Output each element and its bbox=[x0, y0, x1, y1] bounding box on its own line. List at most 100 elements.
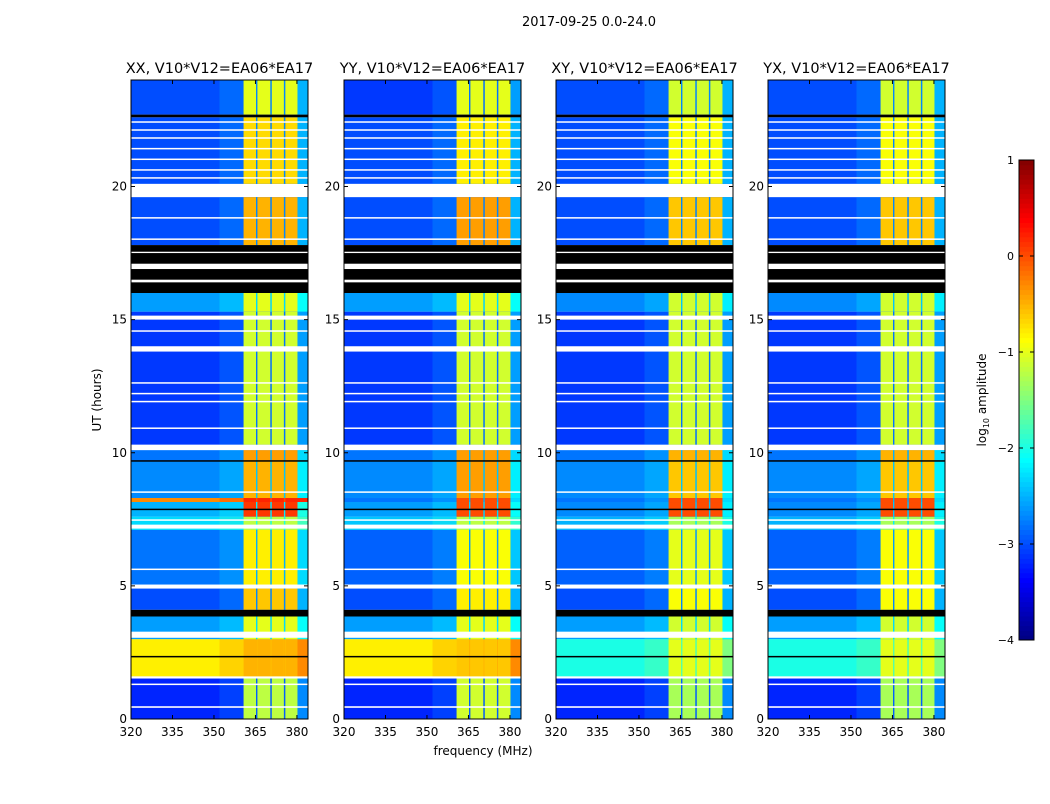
band-gap-cell bbox=[283, 529, 286, 586]
colorbar-slice bbox=[1019, 577, 1034, 583]
flagged-row bbox=[344, 706, 521, 708]
band-gap-cell bbox=[907, 676, 909, 719]
band-gap-cell bbox=[469, 529, 471, 586]
colorbar-tick-label: −2 bbox=[998, 442, 1014, 455]
band-edge-cell bbox=[219, 676, 244, 719]
rfi-band-cell bbox=[710, 529, 723, 586]
rfi-band-cell bbox=[470, 117, 484, 184]
flagged-row bbox=[131, 584, 308, 589]
rfi-band-cell bbox=[271, 197, 284, 246]
dead-row bbox=[131, 460, 308, 462]
band-gap-cell bbox=[907, 197, 909, 246]
dead-row bbox=[344, 245, 521, 252]
flagged-row bbox=[344, 524, 521, 529]
flagged-row bbox=[768, 169, 945, 171]
x-tick-label: 335 bbox=[374, 725, 397, 739]
background-cell bbox=[722, 460, 733, 499]
rfi-band-cell bbox=[243, 80, 257, 115]
colorbar-slice bbox=[1019, 255, 1034, 262]
rfi-band-cell bbox=[257, 197, 271, 246]
flagged-row bbox=[768, 315, 945, 320]
rfi-band-cell bbox=[668, 460, 682, 499]
flagged-row bbox=[131, 568, 308, 571]
colorbar-slice bbox=[1019, 173, 1034, 180]
rfi-band-cell bbox=[484, 676, 497, 719]
flagged-row bbox=[131, 382, 308, 384]
rfi-band-cell bbox=[880, 293, 894, 312]
band-gap-cell bbox=[907, 80, 909, 115]
band-gap-cell bbox=[893, 117, 895, 184]
band-gap-cell bbox=[283, 615, 286, 640]
flagged-row bbox=[344, 330, 521, 332]
band-gap-cell bbox=[469, 197, 471, 246]
band-gap-cell bbox=[256, 293, 258, 312]
band-edge-cell bbox=[644, 311, 669, 445]
background-cell bbox=[510, 516, 521, 530]
flagged-row bbox=[131, 279, 308, 283]
band-gap-cell bbox=[270, 293, 272, 312]
background-cell bbox=[510, 588, 521, 610]
panel-title: YY, V10*V12=EA06*EA17 bbox=[339, 61, 525, 77]
colorbar-slice bbox=[1019, 572, 1034, 579]
colorbar-slice bbox=[1019, 625, 1034, 631]
rfi-band-cell bbox=[710, 450, 723, 461]
rfi-band-cell bbox=[456, 311, 470, 445]
band-gap-cell bbox=[708, 80, 711, 115]
flagged-row bbox=[131, 676, 308, 679]
rfi-band-cell bbox=[710, 639, 723, 677]
rfi-band-cell bbox=[922, 639, 935, 677]
colorbar-slice bbox=[1019, 380, 1034, 387]
band-gap-cell bbox=[283, 460, 286, 499]
rfi-band-cell bbox=[243, 588, 257, 610]
rfi-band-cell bbox=[498, 498, 511, 503]
rfi-band-cell bbox=[271, 676, 284, 719]
band-gap-cell bbox=[496, 615, 499, 640]
y-tick-label: 0 bbox=[332, 712, 340, 726]
rfi-band-cell bbox=[922, 529, 935, 586]
x-tick-label: 365 bbox=[244, 725, 267, 739]
flagged-row bbox=[768, 217, 945, 219]
flagged-row bbox=[556, 427, 733, 429]
background-cell bbox=[934, 311, 945, 445]
colorbar-slice bbox=[1019, 409, 1034, 415]
rfi-band-cell bbox=[470, 498, 484, 503]
colorbar-tick-label: 1 bbox=[1007, 154, 1014, 167]
flagged-row bbox=[344, 217, 521, 219]
band-edge-cell bbox=[219, 450, 244, 461]
rfi-band-cell bbox=[908, 450, 921, 461]
rfi-band-cell bbox=[668, 588, 682, 610]
band-gap-cell bbox=[256, 450, 258, 461]
band-gap-cell bbox=[283, 450, 286, 461]
band-gap-cell bbox=[907, 615, 909, 640]
band-edge-cell bbox=[219, 80, 244, 115]
dead-row bbox=[344, 114, 521, 118]
rfi-band-cell bbox=[285, 498, 298, 503]
band-gap-cell bbox=[920, 197, 923, 246]
rfi-band-cell bbox=[668, 450, 682, 461]
background-cell bbox=[297, 293, 308, 312]
background-cell bbox=[510, 293, 521, 312]
band-gap-cell bbox=[681, 460, 683, 499]
band-gap-cell bbox=[270, 311, 272, 445]
panel-0: XX, V10*V12=EA06*EA17 320 335 350 365 380 0 5 10… bbox=[112, 61, 314, 739]
colorbar-slice bbox=[1019, 490, 1034, 497]
band-gap-cell bbox=[920, 460, 923, 499]
rfi-band-cell bbox=[908, 197, 921, 246]
rfi-band-cell bbox=[271, 529, 284, 586]
colorbar-slice bbox=[1019, 241, 1034, 247]
x-tick-label: 380 bbox=[922, 725, 945, 739]
band-gap-cell bbox=[270, 117, 272, 184]
rfi-band-cell bbox=[894, 588, 908, 610]
flagged-row bbox=[768, 676, 945, 679]
flagged-row bbox=[556, 279, 733, 283]
rfi-band-cell bbox=[880, 197, 894, 246]
band-gap-cell bbox=[920, 293, 923, 312]
colorbar-slice bbox=[1019, 466, 1034, 473]
band-gap-cell bbox=[708, 498, 711, 503]
flagged-row bbox=[344, 121, 521, 123]
dead-row bbox=[131, 269, 308, 280]
band-gap-cell bbox=[893, 293, 895, 312]
y-tick-label: 15 bbox=[749, 313, 764, 327]
dead-row bbox=[131, 114, 308, 118]
band-gap-cell bbox=[708, 460, 711, 499]
